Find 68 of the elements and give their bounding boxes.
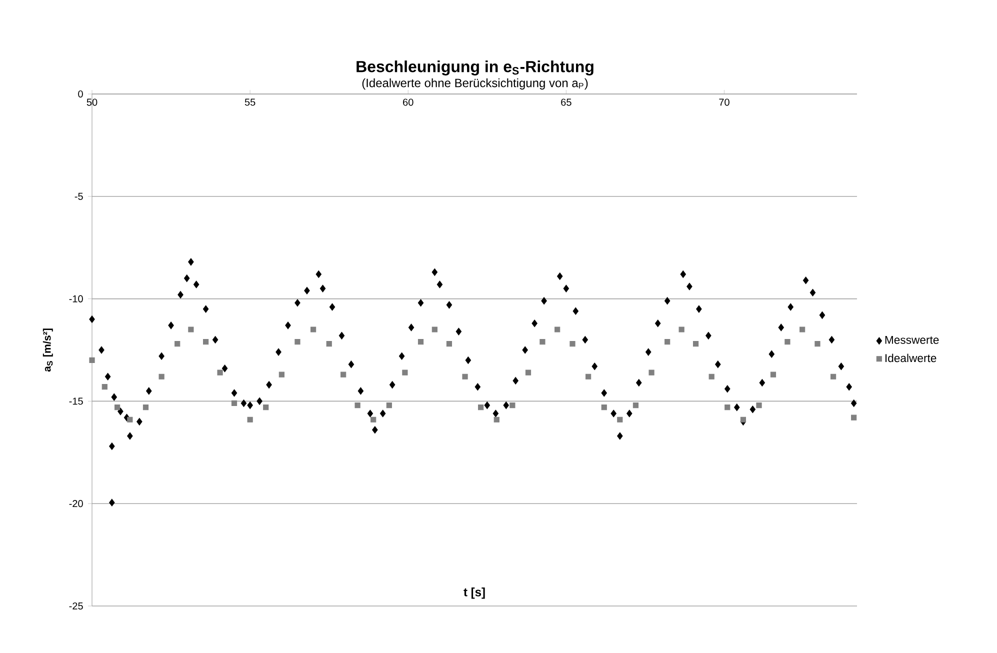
point xyxy=(231,400,238,406)
point xyxy=(678,326,684,332)
x-tick-label: 60 xyxy=(403,98,414,106)
point xyxy=(510,402,516,408)
y-axis-title: a$_{S}$ [m/s²] xyxy=(42,328,53,372)
point xyxy=(632,402,639,408)
point xyxy=(402,370,408,376)
x-tick-label: 50 xyxy=(86,98,98,106)
point xyxy=(114,404,120,410)
point xyxy=(418,338,424,345)
point xyxy=(554,326,560,332)
x-tick-label: 65 xyxy=(561,98,572,106)
point xyxy=(217,370,223,376)
point xyxy=(724,404,730,410)
point xyxy=(354,402,360,408)
point xyxy=(708,374,714,380)
point xyxy=(601,404,607,410)
point xyxy=(648,370,654,376)
point xyxy=(158,374,164,380)
point xyxy=(247,416,253,422)
point xyxy=(370,416,376,422)
point xyxy=(174,341,180,347)
point xyxy=(188,326,194,332)
point xyxy=(830,374,836,380)
x-tick-label: 70 xyxy=(719,98,730,106)
point xyxy=(586,374,592,380)
point xyxy=(664,338,670,345)
point xyxy=(432,326,438,332)
point xyxy=(800,326,806,332)
y-tick-label: -15 xyxy=(69,398,83,405)
point xyxy=(814,341,820,347)
point xyxy=(142,404,149,410)
point xyxy=(89,357,95,364)
point xyxy=(740,416,746,422)
y-tick-label: -5 xyxy=(74,192,83,200)
point xyxy=(478,404,484,410)
point xyxy=(462,374,468,380)
point xyxy=(525,370,532,376)
y-tick-label: 0 xyxy=(78,90,83,98)
point xyxy=(851,414,857,420)
point xyxy=(127,416,133,422)
point xyxy=(340,372,346,378)
point xyxy=(310,326,316,332)
point xyxy=(386,402,392,408)
y-tick-label: -25 xyxy=(69,602,83,610)
y-tick-label: -10 xyxy=(69,295,83,302)
chart-title: Beschleunigung in e$_{S}$-Richtung xyxy=(356,60,594,76)
point xyxy=(494,416,500,422)
legend-label: Idealwerte xyxy=(885,354,936,362)
point xyxy=(294,338,300,345)
point xyxy=(770,372,776,378)
point xyxy=(570,341,576,347)
point xyxy=(692,341,699,347)
x-axis-title: t [s] xyxy=(464,588,485,599)
point xyxy=(278,372,284,378)
y-tick-label: -20 xyxy=(69,500,83,508)
point xyxy=(326,341,332,347)
point xyxy=(756,402,762,408)
point xyxy=(263,404,269,410)
point xyxy=(102,384,108,390)
legend-label: Messwerte xyxy=(885,336,939,344)
chart-subtitle: (Idealwerte ohne Berücksichtigung von a$_{P}$) xyxy=(362,78,588,90)
point xyxy=(446,341,452,347)
x-tick-label: 55 xyxy=(244,98,256,106)
point xyxy=(540,338,546,345)
point xyxy=(203,338,209,345)
point xyxy=(784,338,790,345)
point xyxy=(617,416,623,422)
